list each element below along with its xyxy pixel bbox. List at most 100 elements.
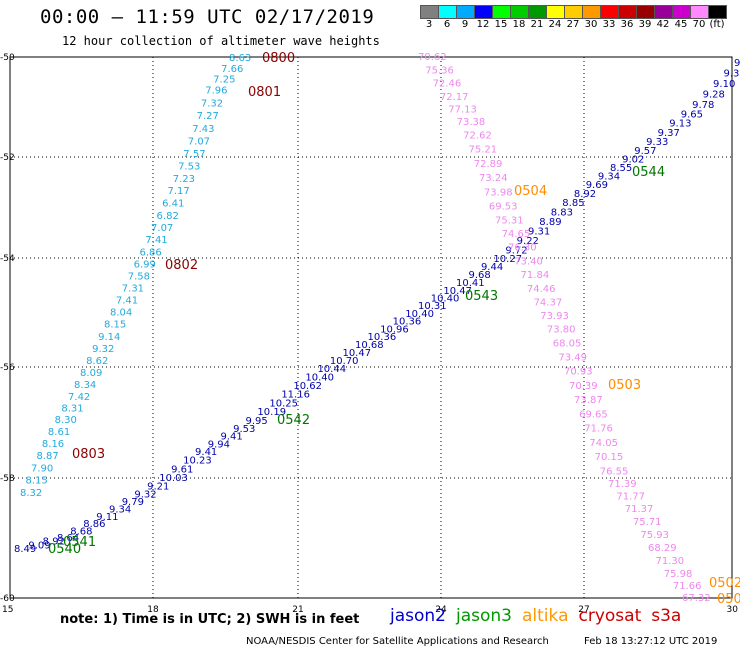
- wave-height-label: 9.61: [171, 464, 193, 475]
- wave-height-label: 71.77: [616, 492, 645, 503]
- wave-height-label: 6.82: [157, 211, 179, 222]
- wave-height-label: 69.53: [489, 202, 518, 213]
- credit-line: NOAA/NESDIS Center for Satellite Applica…: [246, 636, 549, 647]
- x-tick-label: 21: [292, 605, 303, 615]
- wave-height-label: 9.95: [245, 416, 267, 427]
- wave-height-label: 74.37: [534, 298, 563, 309]
- wave-height-label: 9.69: [586, 180, 608, 191]
- wave-height-label: 71.84: [521, 270, 550, 281]
- wave-height-label: 9.10: [713, 79, 735, 90]
- wave-height-label: 9.34: [109, 505, 131, 516]
- wave-height-label: 71.76: [584, 424, 613, 435]
- wave-height-label: 7.17: [167, 186, 189, 197]
- wave-height-label: 9.14: [98, 332, 120, 343]
- orbit-time-label: 0504: [514, 184, 547, 199]
- footnote: note: 1) Time is in UTC; 2) SWH is in fe…: [60, 612, 360, 627]
- x-tick-label: 30: [727, 605, 739, 615]
- color-scale-label: (ft): [709, 19, 725, 30]
- wave-height-label: 7.96: [205, 86, 227, 97]
- wave-height-label: 10.47: [443, 286, 472, 297]
- wave-height-label: 10.47: [342, 348, 371, 359]
- wave-height-label: 10.27: [493, 254, 522, 265]
- wave-height-label: 6.99: [134, 259, 156, 270]
- color-scale-swatches: [420, 5, 727, 19]
- wave-height-label: 10.96: [380, 324, 409, 335]
- wave-height-label: 9.21: [147, 482, 169, 493]
- wave-height-label: 75.71: [633, 517, 662, 528]
- y-tick-label: -54: [0, 254, 15, 264]
- wave-height-label: 76.30: [508, 243, 537, 254]
- wave-height-label: 75.98: [664, 569, 693, 580]
- wave-height-label: 75.31: [495, 215, 524, 226]
- page-subtitle: 12 hour collection of altimeter wave hei…: [62, 34, 380, 48]
- color-scale-label: 27: [566, 19, 580, 30]
- wave-height-label: 8.89: [539, 217, 561, 228]
- wave-height-label: 9.22: [517, 236, 539, 247]
- color-scale-label: 3: [425, 19, 433, 30]
- legend-entry-jason3: jason3: [456, 606, 512, 626]
- wave-height-label: 10.19: [257, 407, 286, 418]
- wave-height-label: 9.13: [669, 119, 691, 130]
- wave-height-label: 9.37: [658, 128, 680, 139]
- wave-height-label: 9.80: [734, 58, 740, 69]
- wave-height-label: 9.30: [724, 68, 740, 79]
- orbit-time-label: 0543: [465, 289, 498, 304]
- wave-height-label: 67.32: [682, 593, 711, 604]
- wave-height-label: 70.15: [595, 452, 624, 463]
- wave-height-label: 8.92: [574, 189, 596, 200]
- page-title: 00:00 – 11:59 UTC 02/17/2019: [40, 6, 375, 28]
- wave-height-label: 8.15: [104, 320, 126, 331]
- wave-height-label: 10.70: [330, 356, 359, 367]
- legend-entry-jason2: jason2: [390, 606, 446, 626]
- wave-height-label: 9.33: [646, 137, 668, 148]
- color-scale-label: 24: [548, 19, 562, 30]
- wave-height-label: 68.29: [648, 543, 677, 554]
- wave-height-label: 7.23: [173, 174, 195, 185]
- color-scale-label: 39: [638, 19, 652, 30]
- wave-height-label: 8.64: [57, 533, 79, 544]
- wave-height-label: 7.32: [201, 98, 223, 109]
- wave-height-label: 10.62: [293, 381, 322, 392]
- wave-height-label: 71.39: [608, 479, 637, 490]
- wave-height-label: 71.30: [656, 556, 685, 567]
- wave-height-label: 71.37: [625, 504, 654, 515]
- wave-height-label: 8.86: [83, 519, 105, 530]
- wave-height-label: 8.15: [25, 476, 47, 487]
- wave-height-label: 9.53: [233, 424, 255, 435]
- orbit-time-label: 0803: [72, 447, 105, 462]
- wave-height-label: 8.68: [70, 526, 92, 537]
- wave-height-label: 9.41: [220, 432, 242, 443]
- wave-height-label: 73.38: [457, 117, 486, 128]
- wave-height-label: 76.55: [600, 466, 629, 477]
- wave-height-label: 8.30: [55, 415, 77, 426]
- wave-height-label: 73.49: [558, 353, 587, 364]
- wave-height-label: 7.66: [221, 64, 243, 75]
- wave-height-label: 10.44: [317, 364, 346, 375]
- orbit-time-label: 050: [717, 592, 740, 607]
- wave-height-label: 68.05: [553, 339, 582, 350]
- wave-height-label: 73.98: [484, 187, 513, 198]
- wave-height-label: 9.32: [92, 344, 114, 355]
- wave-height-label: 8.83: [551, 207, 573, 218]
- orbit-time-label: 0800: [262, 51, 295, 66]
- legend-entry-cryosat: cryosat: [578, 606, 642, 626]
- wave-height-label: 7.27: [197, 111, 219, 122]
- color-scale-label: 42: [656, 19, 670, 30]
- wave-height-label: 9.65: [681, 109, 703, 120]
- wave-height-label: 69.65: [579, 409, 608, 420]
- wave-height-label: 11.16: [281, 390, 310, 401]
- wave-height-label: 8.16: [42, 439, 64, 450]
- wave-height-label: 8.62: [86, 356, 108, 367]
- wave-height-label: 9.41: [195, 447, 217, 458]
- wave-height-label: 73.40: [514, 256, 543, 267]
- wave-height-label: 9.79: [122, 497, 144, 508]
- color-scale-label: 15: [494, 19, 508, 30]
- wave-height-label: 9.31: [528, 226, 550, 237]
- wave-height-label: 73.87: [574, 395, 603, 406]
- color-scale-label: 70: [692, 19, 706, 30]
- orbit-time-label: 0542: [277, 413, 310, 428]
- wave-height-label: 72.17: [440, 92, 469, 103]
- wave-height-label: 9.09: [28, 540, 50, 551]
- x-tick-label: 24: [435, 605, 447, 615]
